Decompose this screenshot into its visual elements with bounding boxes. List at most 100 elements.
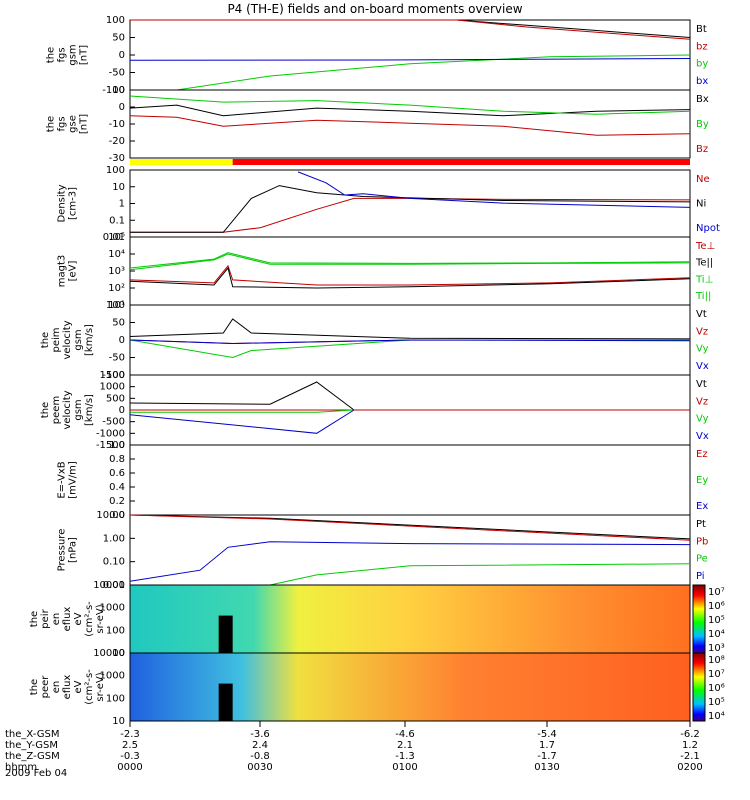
- ylabel-peer: the: [29, 679, 40, 695]
- ytick-peer-2: 100: [106, 693, 125, 704]
- ytick-fgs_gse-3: -20: [109, 136, 125, 147]
- series-fgs_gse-Bz: [129, 115, 691, 136]
- ytick-temp-4: 10¹: [108, 300, 125, 311]
- series-fgs_gsm-Bt: [130, 19, 691, 38]
- ylabel-fgs_gsm: gsm: [68, 44, 79, 65]
- ylabel-peem_vel: [km/s]: [84, 394, 95, 426]
- ylabel-fgs_gsm: the: [46, 47, 57, 63]
- ytick-peem_vel-0: 1500: [100, 370, 125, 381]
- ytick-peem_vel-1: 1000: [100, 382, 125, 393]
- series-density-Ni: [130, 185, 691, 233]
- xaxis-value: -5.4: [537, 729, 557, 740]
- panel-frame-efield: [129, 444, 691, 516]
- ylabel-peem_vel: gsm: [73, 399, 84, 420]
- ytick-efield-2: 0.6: [109, 468, 125, 479]
- ylabel-fgs_gse: [nT]: [79, 114, 90, 134]
- ylabel-temp: magt3: [57, 255, 68, 288]
- ylabel-peer: eflux: [62, 675, 73, 700]
- ylabel-peir: eV: [73, 612, 84, 625]
- legend-fgs_gsm-1: bz: [696, 41, 708, 52]
- xaxis-value: -1.7: [537, 751, 557, 762]
- legend-fgs_gsm-2: by: [696, 59, 708, 70]
- legend-fgs_gse-1: By: [696, 119, 709, 130]
- ylabel-peir: sr-eV): [95, 604, 106, 633]
- ytick-peer-0: 10000: [93, 648, 125, 659]
- panel-frame-fgs_gse: [129, 89, 691, 159]
- ylabel-density: Density: [57, 184, 68, 222]
- ytick-temp-3: 10²: [108, 283, 125, 294]
- ylabel-fgs_gse: fgs: [57, 116, 68, 131]
- data-gap: [218, 683, 233, 721]
- legend-temp-3: Ti||: [695, 291, 711, 302]
- ytick-temp-2: 10³: [108, 266, 125, 277]
- legend-peim_vel-1: Vz: [696, 326, 708, 337]
- series-density-Ne: [130, 197, 691, 233]
- legend-peem_vel-1: Vz: [696, 396, 708, 407]
- ytick-pressure-1: 1.00: [103, 533, 125, 544]
- xaxis-value: -2.3: [120, 729, 140, 740]
- ylabel-peer: sr-eV): [95, 672, 106, 701]
- colorbar-label: 10⁸: [708, 655, 725, 666]
- colorbar-label: 10⁵: [708, 615, 725, 626]
- xaxis-row-label: the_Y-GSM: [5, 740, 58, 751]
- legend-peem_vel-0: Vt: [696, 379, 707, 390]
- legend-fgs_gsm-0: Bt: [696, 24, 707, 35]
- ytick-density-1: 10: [112, 182, 125, 193]
- ytick-pressure-0: 10.00: [96, 510, 125, 521]
- colorbar-label: 10⁷: [708, 587, 725, 598]
- series-peim_vel-Vx: [129, 339, 691, 345]
- ytick-peir-3: 10: [112, 648, 125, 659]
- ytick-peir-2: 100: [106, 625, 125, 636]
- ylabel-peem_vel: the: [40, 402, 51, 418]
- legend-pressure-3: Pi: [696, 571, 705, 582]
- legend-density-2: Npot: [696, 223, 720, 234]
- spectrogram-peir: [130, 585, 690, 653]
- ytick-pressure-2: 0.10: [103, 557, 125, 568]
- ytick-pressure-3: 0.01: [103, 580, 125, 591]
- colorbar-label: 10⁴: [708, 711, 725, 722]
- ylabel-peim_vel: velocity: [62, 320, 73, 359]
- xaxis-value: 1.2: [682, 740, 698, 751]
- ylabel-peim_vel: gsm: [73, 329, 84, 350]
- ylabel-fgs_gse: gse: [68, 115, 79, 133]
- legend-peem_vel-2: Vy: [696, 414, 709, 425]
- ytick-peer-1: 1000: [100, 671, 125, 682]
- ylabel-peer: eV: [73, 680, 84, 693]
- ytick-efield-1: 0.8: [109, 454, 125, 465]
- mode-bar-fast: [232, 159, 690, 165]
- xaxis-value: -6.2: [680, 729, 700, 740]
- ytick-peem_vel-6: -1500: [96, 440, 125, 451]
- series-pressure-Pb: [129, 514, 691, 541]
- ytick-peem_vel-2: 500: [106, 393, 125, 404]
- ytick-fgs_gsm-1: 50: [112, 33, 125, 44]
- legend-pressure-0: Pt: [696, 519, 706, 530]
- ytick-temp-0: 10⁵: [108, 232, 125, 243]
- ylabel-fgs_gse: the: [46, 116, 57, 132]
- colorbar-peer: [692, 652, 706, 722]
- ylabel-peir: peir: [40, 608, 51, 628]
- colorbar-label: 10⁶: [708, 601, 725, 612]
- legend-fgs_gse-0: Bx: [696, 94, 709, 105]
- ylabel-peim_vel: peim: [51, 327, 62, 352]
- ylabel-peir: (cm²-s-: [84, 601, 95, 637]
- legend-temp-0: Te⊥: [695, 241, 715, 252]
- colorbar-label: 10⁴: [708, 629, 725, 640]
- legend-efield-0: Ez: [696, 449, 708, 460]
- ytick-fgs_gsm-3: -50: [109, 68, 125, 79]
- legend-peim_vel-0: Vt: [696, 309, 707, 320]
- ytick-temp-1: 10⁴: [108, 249, 125, 260]
- series-density-Npot: [297, 171, 691, 208]
- xaxis-row-label: the_Z-GSM: [5, 751, 60, 762]
- ytick-fgs_gse-4: -30: [109, 153, 125, 164]
- xaxis-value: -1.3: [395, 751, 415, 762]
- ytick-fgs_gsm-2: 0: [119, 50, 125, 61]
- xaxis-value: -0.3: [120, 751, 140, 762]
- ytick-peim_vel-0: 100: [106, 300, 125, 311]
- series-fgs_gsm-bz: [130, 19, 691, 40]
- ylabel-efield: E=-VxB: [57, 461, 68, 498]
- colorbar-label: 10⁵: [708, 697, 725, 708]
- ytick-fgs_gsm-0: 100: [106, 15, 125, 26]
- ylabel-peem_vel: velocity: [62, 390, 73, 429]
- legend-peim_vel-2: Vy: [696, 344, 709, 355]
